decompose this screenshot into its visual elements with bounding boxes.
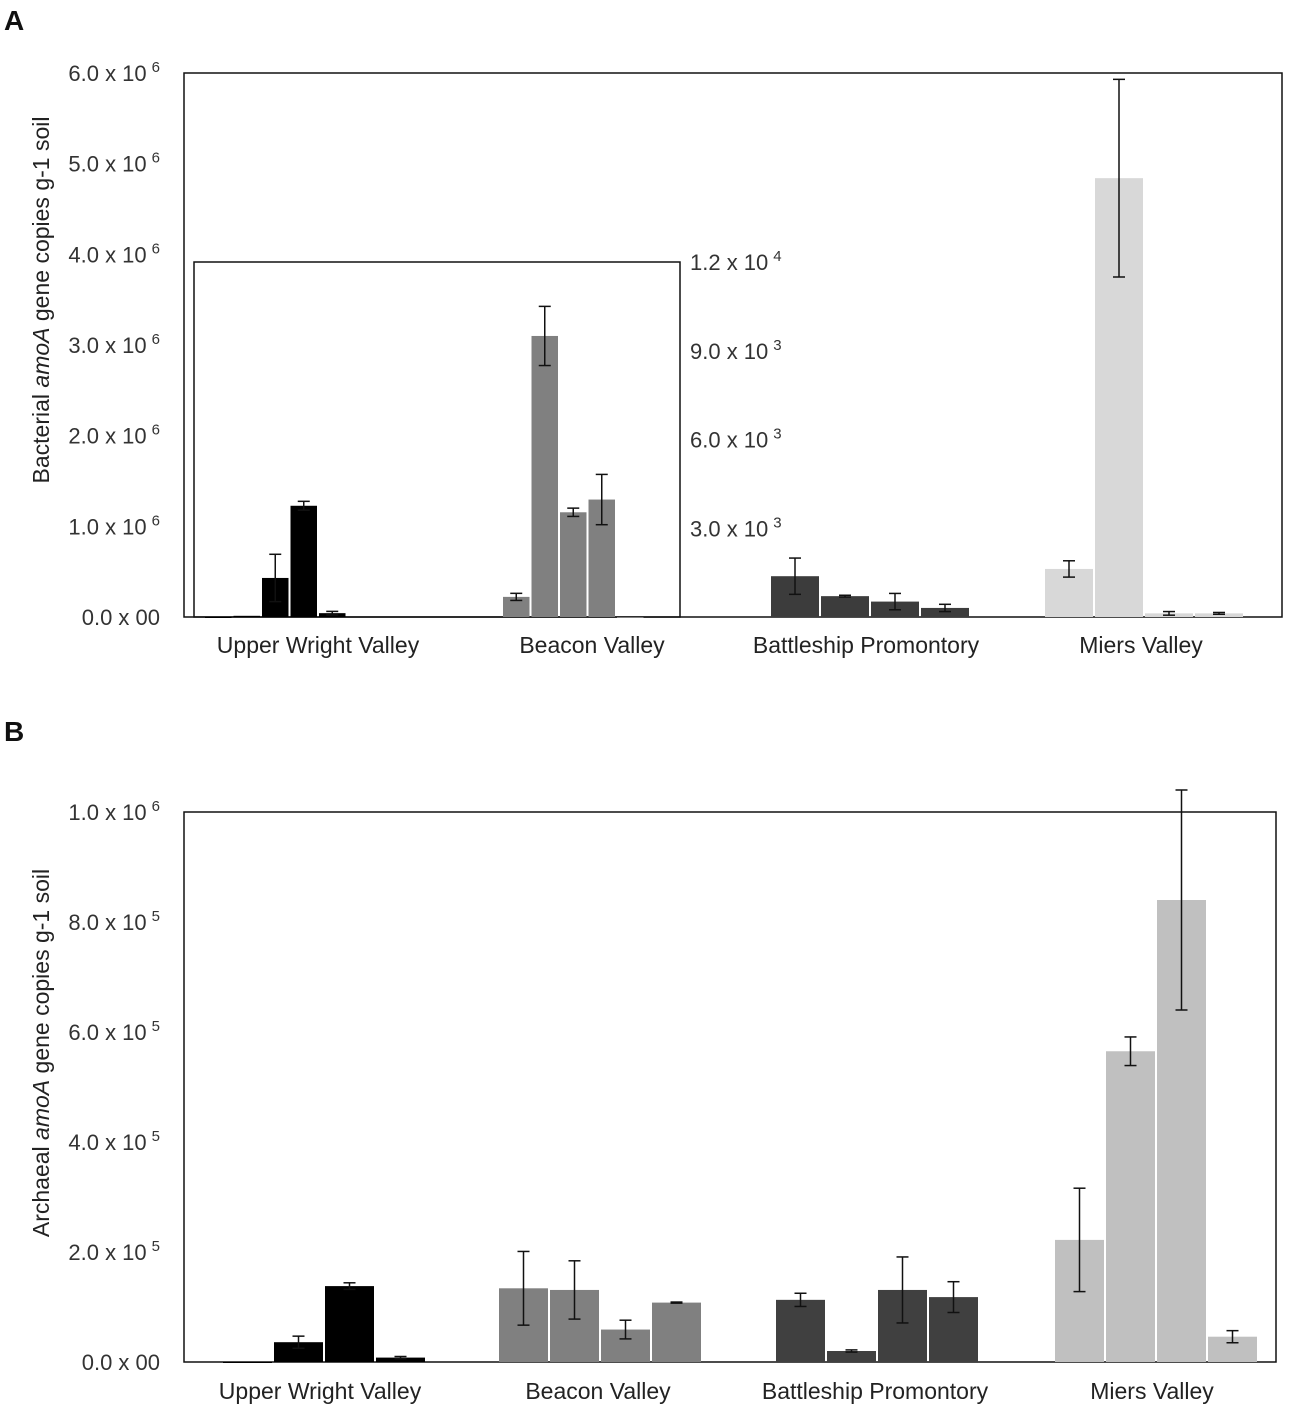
chart-a-y-tick-1-base: 1.0 x 10 — [68, 514, 146, 539]
chart-a-y-axis-label: Bacterial amoA gene copies g-1 soil — [28, 117, 54, 484]
chart-b: 0.0 x 002.0 x 10 54.0 x 10 56.0 x 10 58.0 x… — [28, 789, 1277, 1404]
chart-a-category-label-0: Upper Wright Valley — [217, 632, 420, 658]
chart-b-y-tick-1: 2.0 x 10 5 — [68, 1238, 160, 1265]
chart-b-y-tick-5-exponent: 6 — [152, 798, 160, 815]
chart-a-y-tick-2-base: 2.0 x 10 — [68, 424, 146, 449]
chart-b-group-0-bar-2 — [325, 1286, 374, 1362]
chart-a-y-tick-6-base: 6.0 x 10 — [68, 61, 146, 86]
chart-a-inset-y-tick-3-exponent: 4 — [773, 248, 781, 265]
chart-b-y-tick-4-exponent: 5 — [152, 908, 160, 925]
chart-b-y-tick-2: 4.0 x 10 5 — [68, 1128, 160, 1155]
chart-a-y-tick-4: 4.0 x 10 6 — [68, 240, 160, 267]
chart-a-category-label-3: Miers Valley — [1079, 632, 1203, 658]
chart-a-inset-group-0-bar-0 — [205, 617, 232, 618]
chart-b-y-tick-3-base: 6.0 x 10 — [68, 1020, 146, 1045]
chart-a-inset-frame — [193, 261, 681, 618]
chart-a: 0.0 x 001.0 x 10 62.0 x 10 63.0 x 10 64.0 x… — [28, 59, 1283, 658]
chart-b-group-2-bar-1 — [827, 1351, 876, 1362]
chart-a-y-tick-3: 3.0 x 10 6 — [68, 331, 160, 358]
chart-b-y-axis: 0.0 x 002.0 x 10 54.0 x 10 56.0 x 10 58.0 x… — [68, 798, 160, 1375]
chart-b-group-1-bar-3 — [652, 1302, 701, 1362]
chart-b-group-0-bar-0 — [223, 1362, 272, 1363]
chart-a-y-tick-4-exponent: 6 — [152, 240, 160, 257]
chart-a-inset-y-tick-1-exponent: 3 — [773, 426, 781, 443]
chart-a-inset-group-0-bar-1 — [233, 615, 260, 617]
chart-a-inset-y-tick-3-base: 1.2 x 10 — [690, 250, 768, 275]
chart-b-x-axis: Upper Wright Valley Beacon Valley Battlesh… — [219, 1378, 1214, 1404]
chart-a-inset-y-tick-3: 1.2 x 10 4 — [690, 248, 782, 275]
chart-a-y-tick-2: 2.0 x 10 6 — [68, 422, 160, 449]
chart-a-bars — [205, 78, 1243, 618]
chart-a-y-tick-6-exponent: 6 — [152, 59, 160, 76]
chart-a-y-tick-1-exponent: 6 — [152, 512, 160, 529]
chart-a-x-axis: Upper Wright Valley Beacon Valley Battlesh… — [217, 632, 1203, 658]
chart-a-inset-y-tick-0-exponent: 3 — [773, 514, 781, 531]
chart-a-inset-y-tick-2-exponent: 3 — [773, 337, 781, 354]
chart-b-category-label-2: Battleship Promontory — [762, 1378, 989, 1404]
chart-a-y-tick-3-exponent: 6 — [152, 331, 160, 348]
chart-a-inset-group-1-bar-4 — [617, 617, 644, 618]
chart-b-frame — [183, 811, 1277, 1363]
chart-b-group-0-bar-3 — [376, 1357, 425, 1362]
chart-b-group-3-bar-1 — [1106, 1051, 1155, 1362]
chart-a-y-tick-5-base: 5.0 x 10 — [68, 152, 146, 177]
panel-label-a: A — [4, 5, 24, 36]
chart-a-y-tick-5: 5.0 x 10 6 — [68, 150, 160, 177]
chart-b-y-tick-0-base: 0.0 x 00 — [82, 1350, 160, 1375]
chart-b-y-tick-5: 1.0 x 10 6 — [68, 798, 160, 825]
chart-a-y-tick-2-exponent: 6 — [152, 422, 160, 439]
chart-b-y-tick-2-exponent: 5 — [152, 1128, 160, 1145]
chart-b-y-tick-3: 6.0 x 10 5 — [68, 1018, 160, 1045]
chart-a-frame — [183, 72, 1283, 618]
chart-b-y-tick-4-base: 8.0 x 10 — [68, 910, 146, 935]
chart-b-y-tick-3-exponent: 5 — [152, 1018, 160, 1035]
chart-a-y-tick-5-exponent: 6 — [152, 150, 160, 167]
chart-a-inset-y-tick-2: 9.0 x 10 3 — [690, 337, 782, 364]
chart-a-y-tick-6: 6.0 x 10 6 — [68, 59, 160, 86]
chart-a-category-label-2: Battleship Promontory — [753, 632, 980, 658]
chart-a-inset-y-tick-1: 6.0 x 10 3 — [690, 426, 782, 453]
chart-a-inset-group-0-bar-3 — [290, 505, 317, 617]
chart-a-group-1-bar-3 — [1195, 613, 1243, 617]
chart-b-y-tick-1-base: 2.0 x 10 — [68, 1240, 146, 1265]
chart-a-inset-y-tick-0: 3.0 x 10 3 — [690, 514, 782, 541]
chart-a-y-tick-4-base: 4.0 x 10 — [68, 242, 146, 267]
chart-a-y-tick-0: 0.0 x 00 — [82, 605, 160, 630]
chart-a-inset-group-1-bar-0 — [503, 596, 530, 617]
chart-b-y-tick-4: 8.0 x 10 5 — [68, 908, 160, 935]
chart-a-inset-y-tick-1-base: 6.0 x 10 — [690, 428, 768, 453]
chart-a-y-tick-3-base: 3.0 x 10 — [68, 333, 146, 358]
chart-b-y-tick-5-base: 1.0 x 10 — [68, 800, 146, 825]
chart-b-group-0-bar-1 — [274, 1342, 323, 1362]
chart-b-category-label-3: Miers Valley — [1090, 1378, 1214, 1404]
chart-a-y-tick-0-base: 0.0 x 00 — [82, 605, 160, 630]
chart-a-inset-y-tick-2-base: 9.0 x 10 — [690, 339, 768, 364]
chart-a-inset-group-1-bar-1 — [531, 335, 558, 617]
chart-b-y-axis-label: Archaeal amoA gene copies g-1 soil — [28, 869, 54, 1237]
chart-b-category-label-0: Upper Wright Valley — [219, 1378, 422, 1404]
chart-b-group-2-bar-0 — [776, 1299, 825, 1362]
chart-a-y-tick-1: 1.0 x 10 6 — [68, 512, 160, 539]
chart-a-inset-y-axis: 3.0 x 10 3 6.0 x 10 3 9.0 x 10 3 1.2 x 10 4 — [690, 248, 782, 541]
chart-a-category-label-1: Beacon Valley — [519, 632, 665, 658]
chart-a-group-0-bar-3 — [921, 607, 969, 617]
chart-a-group-0-bar-1 — [821, 596, 869, 617]
chart-b-y-tick-2-base: 4.0 x 10 — [68, 1130, 146, 1155]
panel-label-b: B — [4, 716, 24, 747]
chart-b-y-tick-0: 0.0 x 00 — [82, 1350, 160, 1375]
chart-b-category-label-1: Beacon Valley — [525, 1378, 671, 1404]
chart-b-y-tick-1-exponent: 5 — [152, 1238, 160, 1255]
chart-a-inset-group-1-bar-2 — [560, 512, 587, 617]
chart-a-inset-y-tick-0-base: 3.0 x 10 — [690, 516, 768, 541]
chart-b-bars — [223, 789, 1257, 1363]
chart-a-y-axis: 0.0 x 001.0 x 10 62.0 x 10 63.0 x 10 64.0 x… — [68, 59, 160, 630]
